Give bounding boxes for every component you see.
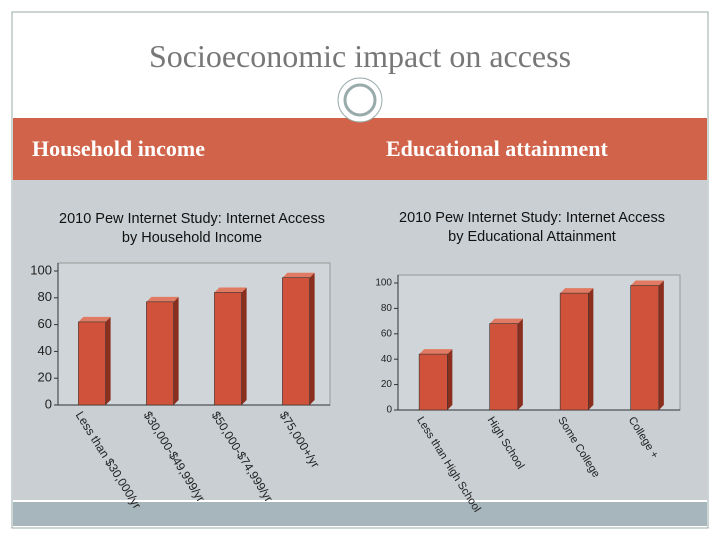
bar-top xyxy=(560,288,594,294)
chart-title: 2010 Pew Internet Study: Internet Access… xyxy=(399,210,665,245)
bar xyxy=(214,287,247,406)
bar-side xyxy=(658,280,664,410)
bar-side xyxy=(517,318,523,410)
bar xyxy=(559,288,594,411)
y-tick-label: 80 xyxy=(38,289,52,304)
bar-side xyxy=(309,272,315,405)
bar-front xyxy=(559,292,589,411)
y-tick-label: 40 xyxy=(38,343,52,358)
bar xyxy=(418,349,453,411)
slide-border xyxy=(11,11,709,529)
column-header: Educational attainment xyxy=(386,136,608,161)
y-tick-label: 100 xyxy=(30,262,52,277)
bar-top xyxy=(489,318,523,324)
footer-band xyxy=(13,502,707,526)
bar-front xyxy=(146,301,174,406)
bar-front xyxy=(418,353,448,411)
bar xyxy=(146,296,179,406)
bar-front xyxy=(214,292,242,406)
bar-front xyxy=(630,285,660,411)
bar-front xyxy=(489,323,519,411)
bar-side xyxy=(447,349,453,410)
bar xyxy=(78,316,111,406)
y-tick-label: 60 xyxy=(381,328,393,339)
bar-top xyxy=(630,280,664,286)
bar-side xyxy=(241,287,247,405)
bar-side xyxy=(588,288,594,410)
bar-front xyxy=(78,321,106,406)
bar xyxy=(489,318,523,411)
bar xyxy=(282,272,315,406)
bar-side xyxy=(173,296,179,405)
ornament xyxy=(343,83,377,117)
y-tick-label: 20 xyxy=(381,379,393,390)
column-header: Household income xyxy=(32,136,205,161)
bar-top xyxy=(282,272,315,278)
bar-top xyxy=(78,316,111,322)
y-tick-label: 80 xyxy=(381,303,393,314)
y-tick-label: 60 xyxy=(38,316,52,331)
y-tick-label: 0 xyxy=(386,405,392,416)
bar-side xyxy=(105,316,111,405)
bar-top xyxy=(214,287,247,293)
y-tick-label: 20 xyxy=(38,370,52,385)
bar xyxy=(630,280,664,411)
bar-top xyxy=(419,349,453,355)
slide-title: Socioeconomic impact on access xyxy=(148,38,572,74)
y-tick-label: 40 xyxy=(381,354,393,365)
header-band xyxy=(13,118,707,180)
bar-top xyxy=(146,296,179,302)
y-tick-label: 0 xyxy=(45,396,52,411)
y-tick-label: 100 xyxy=(375,278,392,289)
chart-title: 2010 Pew Internet Study: Internet Access… xyxy=(59,211,325,246)
bar-front xyxy=(282,277,310,406)
